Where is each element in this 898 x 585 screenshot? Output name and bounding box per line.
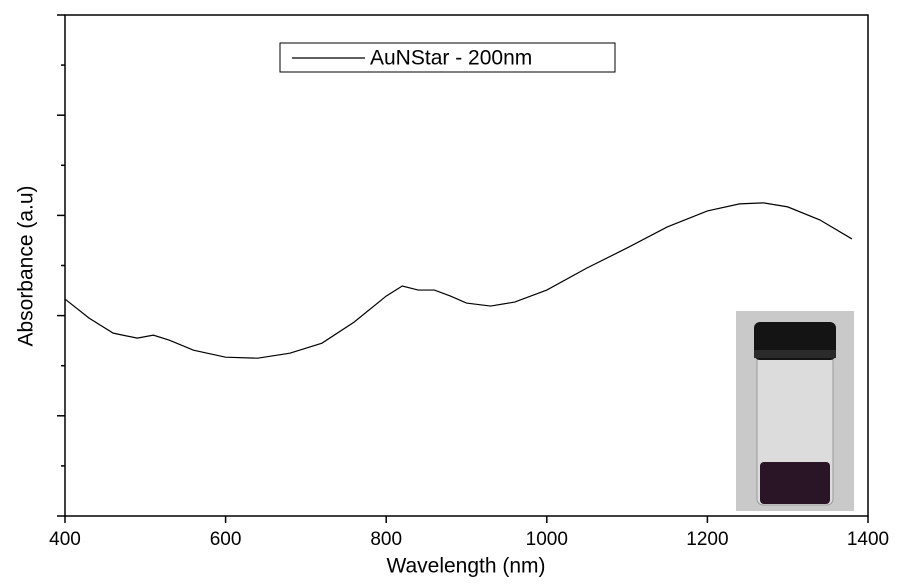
data-line — [64, 202, 853, 359]
inset-photo — [736, 311, 854, 511]
x-tick-label: 600 — [210, 529, 242, 550]
x-tick-label: 400 — [49, 529, 81, 550]
x-tick-label: 1200 — [686, 529, 728, 550]
x-axis-title: Wavelength (nm) — [386, 555, 545, 578]
x-tick-label: 800 — [370, 529, 402, 550]
y-axis-title: Absorbance (a.u) — [15, 185, 38, 346]
legend-label: AuNStar - 200nm — [370, 47, 532, 70]
x-tick-label: 1400 — [847, 529, 889, 550]
legend — [279, 42, 616, 73]
x-tick-label: 1000 — [526, 529, 568, 550]
